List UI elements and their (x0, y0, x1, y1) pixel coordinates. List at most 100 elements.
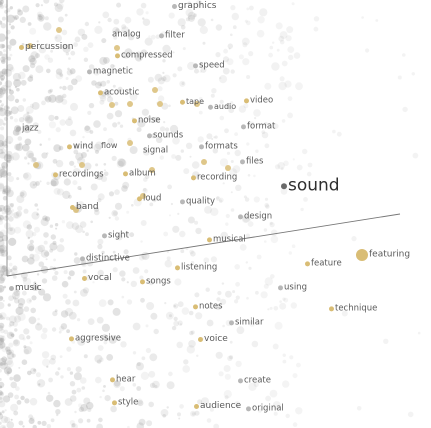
word-label-analog[interactable]: analog (112, 30, 141, 39)
haze-point (200, 66, 207, 73)
haze-point (70, 102, 78, 111)
haze-point (38, 288, 46, 296)
word-label-format[interactable]: format (241, 122, 275, 131)
haze-point (73, 42, 78, 47)
word-label-graphics[interactable]: graphics (172, 2, 216, 12)
word-label-technique[interactable]: technique (329, 304, 377, 313)
word-label-loud[interactable]: loud (137, 194, 161, 203)
word-label-magnetic[interactable]: magnetic (87, 67, 133, 76)
haze-point (153, 328, 159, 335)
haze-point (257, 16, 265, 24)
haze-point (53, 187, 61, 195)
word-label-formats[interactable]: formats (199, 142, 238, 151)
word-text-video: video (250, 95, 274, 106)
word-label-jazz[interactable]: jazz (16, 124, 39, 133)
haze-point (74, 410, 77, 414)
word-label-musical[interactable]: musical (207, 235, 246, 244)
word-label-tape[interactable]: tape (180, 97, 204, 107)
haze-point (36, 213, 39, 216)
haze-point (336, 131, 342, 137)
haze-point (8, 295, 14, 302)
haze-point (61, 29, 68, 36)
haze-point (75, 366, 82, 373)
word-point-speed (193, 63, 198, 69)
haze-point (38, 15, 43, 20)
haze-point (272, 41, 275, 44)
haze-point (13, 374, 21, 382)
word-label-notes[interactable]: notes (193, 302, 223, 311)
word-label-aggressive[interactable]: aggressive (69, 334, 121, 343)
word-label-sight[interactable]: sight (102, 231, 129, 240)
word-label-recordings[interactable]: recordings (53, 170, 104, 179)
word-label-noise[interactable]: noise (132, 116, 161, 125)
haze-point (0, 325, 4, 331)
word-label-music[interactable]: music (9, 284, 42, 294)
word-label-voice[interactable]: voice (198, 335, 228, 345)
haze-point (157, 86, 163, 92)
word-label-style[interactable]: style (112, 398, 138, 407)
haze-point (9, 6, 13, 10)
word-label-listening[interactable]: listening (175, 263, 217, 272)
word-label-similar[interactable]: similar (229, 318, 264, 327)
word-label-acoustic[interactable]: acoustic (98, 88, 139, 97)
word-label-flow[interactable]: flow (101, 141, 117, 151)
word-label-sound[interactable]: sound (281, 177, 340, 195)
word-label-audience[interactable]: audience (194, 402, 241, 412)
word-label-create[interactable]: create (238, 376, 271, 385)
word-label-signal[interactable]: signal (143, 146, 168, 155)
word-text-sight: sight (108, 230, 129, 241)
word-label-vocal[interactable]: vocal (82, 274, 112, 284)
word-label-album[interactable]: album (123, 169, 156, 178)
haze-point (172, 225, 180, 233)
haze-point (37, 317, 40, 321)
word-label-band[interactable]: band (70, 203, 99, 213)
haze-point (116, 2, 122, 8)
haze-point (50, 178, 59, 187)
haze-point (185, 17, 190, 22)
word-label-distinctive[interactable]: distinctive (80, 254, 130, 263)
haze-point (27, 243, 35, 251)
haze-point (0, 142, 5, 151)
word-label-design[interactable]: design (238, 212, 272, 221)
haze-point (219, 115, 225, 121)
word-label-video[interactable]: video (244, 96, 273, 105)
haze-point (0, 264, 5, 272)
word-label-feature[interactable]: feature (305, 259, 342, 268)
word-label-songs[interactable]: songs (140, 277, 171, 286)
haze-point (144, 37, 153, 46)
haze-point (117, 158, 126, 167)
haze-point (6, 373, 10, 377)
haze-point (263, 228, 268, 232)
word-label-recording[interactable]: recording (191, 173, 237, 182)
haze-point (285, 35, 292, 42)
word-label-filter[interactable]: filter (159, 31, 185, 40)
haze-point (123, 231, 130, 238)
word-label-original[interactable]: original (246, 404, 284, 413)
word-label-speed[interactable]: speed (193, 61, 225, 70)
haze-point (0, 71, 4, 78)
haze-point (147, 115, 152, 121)
haze-point (9, 38, 17, 46)
haze-point (75, 152, 84, 161)
word-label-using[interactable]: using (278, 283, 307, 292)
word-label-sounds[interactable]: sounds (147, 131, 183, 140)
word-label-wind[interactable]: wind (67, 142, 93, 151)
haze-point (248, 266, 252, 270)
word-label-quality[interactable]: quality (180, 197, 215, 206)
haze-point (0, 328, 5, 334)
haze-point (119, 270, 126, 277)
word-label-percussion[interactable]: percussion (19, 43, 74, 53)
haze-point (35, 3, 40, 8)
haze-point (29, 74, 34, 79)
word-label-files[interactable]: files (240, 157, 263, 166)
haze-point (121, 295, 125, 299)
haze-point (22, 337, 26, 341)
word-label-hear[interactable]: hear (110, 375, 135, 384)
word-label-featuring[interactable]: featuring (356, 249, 410, 261)
word-label-audio[interactable]: audio (208, 102, 236, 112)
haze-point (17, 8, 21, 13)
haze-point (103, 385, 106, 388)
haze-point (273, 306, 279, 311)
word-label-compressed[interactable]: compressed (115, 51, 173, 60)
